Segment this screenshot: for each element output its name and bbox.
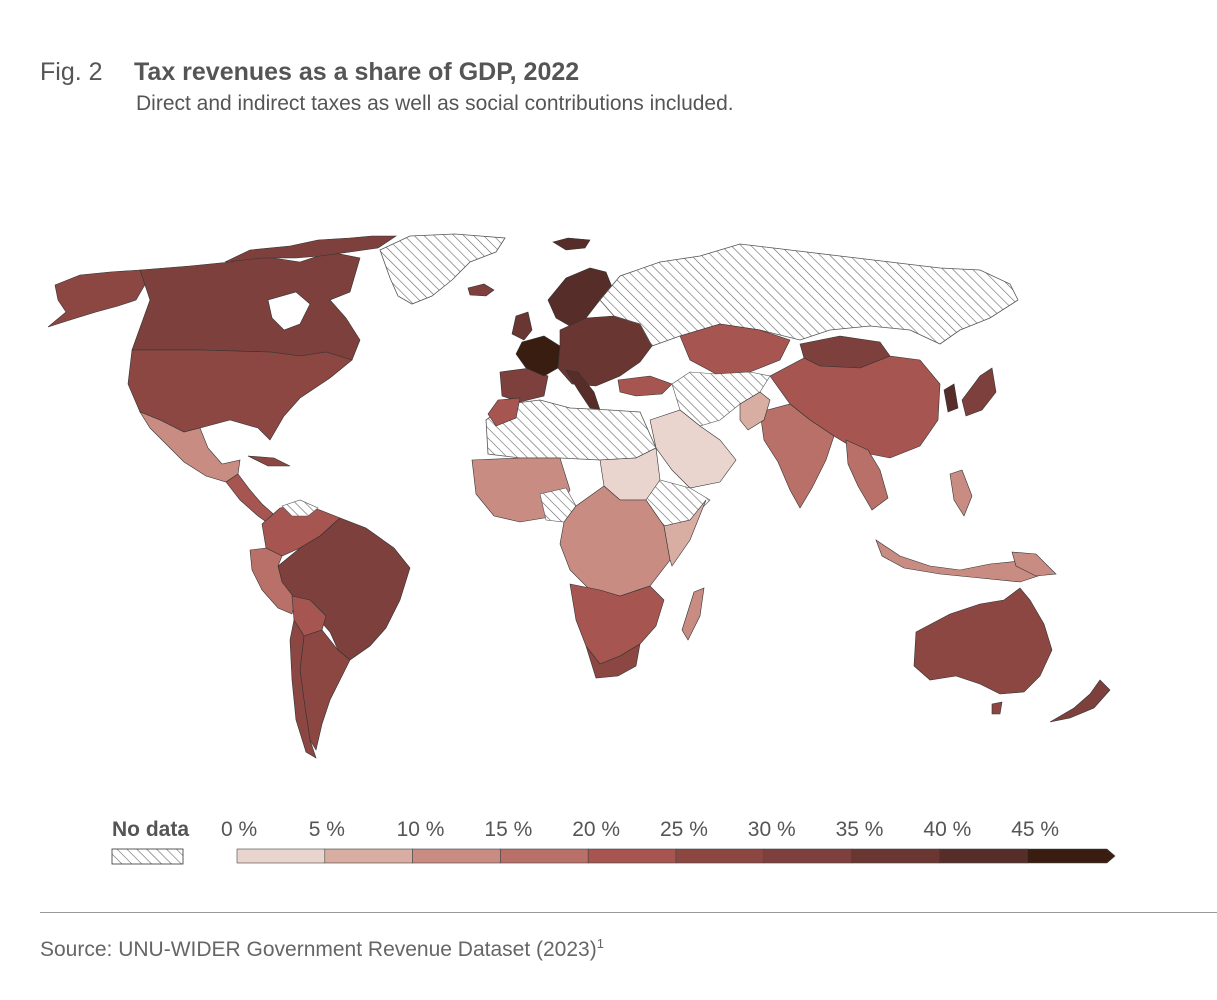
australia-region <box>913 587 1053 695</box>
legend-bin-6 <box>763 848 852 864</box>
legend-bin-7 <box>851 848 940 864</box>
uk-region <box>511 311 533 341</box>
turkey-region <box>617 375 673 397</box>
legend-bin-4 <box>587 848 677 864</box>
cuba-region <box>247 455 291 467</box>
source-note: Source: UNU-WIDER Government Revenue Dat… <box>40 936 604 961</box>
mexico-region <box>139 411 241 483</box>
tasmania-region <box>991 701 1003 715</box>
figure-title: Tax revenues as a share of GDP, 2022 <box>134 58 580 86</box>
hudson-bay <box>267 291 311 331</box>
legend-tick-label-8: 40 % <box>923 818 972 841</box>
footer-divider <box>40 912 1217 913</box>
legend-no-data-label: No data <box>112 818 190 841</box>
legend-tick-label-5: 25 % <box>660 818 708 841</box>
legend-tick-label-9: 45 % <box>1011 818 1060 841</box>
madagascar-region <box>681 587 705 641</box>
legend-color-scale <box>236 848 1116 864</box>
legend-no-data-swatch <box>111 848 184 865</box>
legend-bin-8 <box>939 848 1028 864</box>
arabia-region <box>649 409 737 489</box>
kazakhstan-region <box>679 323 791 375</box>
legend-bin-2 <box>412 848 501 864</box>
chile-region <box>289 619 317 759</box>
legend-tick-label-0: 0 % <box>221 818 258 841</box>
central-europe-region <box>557 315 653 387</box>
png-region <box>1011 551 1057 577</box>
greenland-region <box>379 233 506 305</box>
morocco-region <box>487 397 521 427</box>
france-region <box>515 335 561 377</box>
legend-tick-label-6: 30 % <box>747 818 796 841</box>
korea-region <box>943 383 959 413</box>
source-footnote-marker: 1 <box>596 936 604 951</box>
legend-tick-label-3: 15 % <box>484 818 533 841</box>
south-africa-region <box>585 643 641 679</box>
legend-bin-1 <box>324 848 413 864</box>
east-africa-region <box>663 499 707 567</box>
india-region <box>759 403 835 509</box>
figure-subtitle: Direct and indirect taxes as well as soc… <box>136 92 734 115</box>
canada-arctic-islands <box>224 235 397 263</box>
guyana-region <box>281 499 319 517</box>
alaska-region <box>47 269 151 328</box>
legend-bin-5 <box>675 848 765 864</box>
new-zealand-region <box>1049 679 1111 723</box>
figure-number: Fig. 2 <box>40 58 103 86</box>
legend-tick-label-1: 5 % <box>308 818 345 841</box>
canada-region <box>131 251 361 361</box>
russia-region <box>599 243 1019 347</box>
legend-tick-label-7: 35 % <box>835 818 884 841</box>
pakistan-region <box>739 391 771 431</box>
iceland-region <box>467 283 495 297</box>
svalbard-region <box>552 237 591 251</box>
philippines-region <box>949 469 973 517</box>
legend-tick-label-4: 20 % <box>572 818 621 841</box>
legend-tick-label-2: 10 % <box>396 818 445 841</box>
japan-region <box>961 367 997 417</box>
southeast-asia-region <box>845 439 889 511</box>
legend-bin-0 <box>236 848 326 864</box>
legend-bin-9 <box>1026 848 1116 864</box>
southern-africa-region <box>569 583 665 665</box>
legend-bin-3 <box>500 848 589 864</box>
